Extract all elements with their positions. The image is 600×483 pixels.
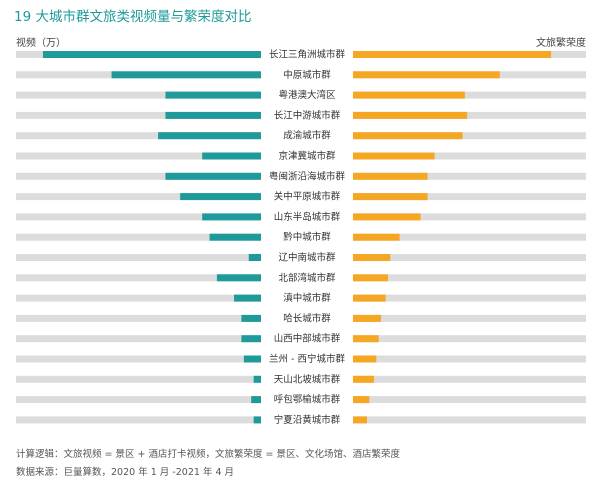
left-track	[16, 335, 261, 343]
video-volume-bar	[216, 274, 261, 282]
left-track	[16, 396, 261, 404]
left-track	[16, 91, 261, 99]
category-label: 京津冀城市群	[278, 150, 336, 162]
category-label: 滇中城市群	[283, 292, 331, 304]
video-volume-bar	[248, 254, 261, 261]
right-track	[353, 375, 586, 383]
right-track	[353, 193, 586, 201]
category-label: 长江三角洲城市群	[269, 49, 346, 61]
video-volume-bar	[209, 233, 261, 241]
category-label: 粤闽浙沿海城市群	[269, 170, 346, 182]
left-track	[16, 213, 261, 221]
right-track	[353, 294, 586, 302]
video-volume-bar	[202, 152, 261, 160]
logic-note: 计算逻辑：文旅视频 = 景区 + 酒店打卡视频，文旅繁荣度 = 景区、文化场馆、…	[16, 448, 400, 460]
source-note: 数据来源：巨量算数，2020 年 1 月 -2021 年 4 月	[16, 466, 234, 478]
category-label: 山西中部城市群	[274, 333, 341, 345]
category-label: 兰州 - 西宁城市群	[269, 353, 345, 365]
right-track	[353, 355, 586, 363]
right-track	[353, 152, 586, 160]
prosperity-bar	[353, 375, 374, 383]
video-volume-bar	[253, 416, 261, 424]
right-track	[353, 335, 586, 343]
left-track	[16, 254, 261, 261]
video-volume-bar	[158, 132, 261, 140]
prosperity-bar	[353, 314, 381, 322]
right-track	[353, 91, 586, 99]
right-track	[353, 416, 586, 424]
video-volume-bar	[42, 51, 262, 58]
video-volume-bar	[180, 193, 261, 201]
prosperity-bar	[353, 254, 391, 261]
category-label: 粤港澳大湾区	[278, 89, 336, 101]
prosperity-bar	[353, 294, 386, 302]
video-volume-bar	[165, 91, 261, 99]
prosperity-bar	[353, 111, 468, 119]
video-volume-bar	[241, 335, 261, 343]
video-volume-bar	[234, 294, 261, 302]
right-track	[353, 111, 586, 119]
prosperity-bar	[353, 71, 500, 79]
right-axis-label: 文旅繁荣度	[536, 36, 586, 49]
video-volume-bar	[253, 375, 261, 383]
category-label: 哈长城市群	[283, 312, 331, 324]
left-track	[16, 416, 261, 424]
left-track	[16, 294, 261, 302]
video-volume-bar	[251, 396, 261, 404]
prosperity-bar	[353, 172, 428, 180]
prosperity-bar	[353, 152, 435, 160]
left-track	[16, 132, 261, 140]
category-label: 北部湾城市群	[278, 272, 336, 284]
right-track	[353, 213, 586, 221]
category-label: 关中平原城市群	[274, 191, 341, 203]
left-track	[16, 152, 261, 160]
left-track	[16, 314, 261, 322]
video-volume-bar	[165, 111, 261, 119]
left-track	[16, 274, 261, 282]
prosperity-bar	[353, 193, 428, 201]
prosperity-bar	[353, 355, 377, 363]
video-volume-bar	[243, 355, 261, 363]
prosperity-bar	[353, 213, 421, 221]
prosperity-bar	[353, 91, 465, 99]
left-axis-label: 视频（万）	[16, 36, 66, 49]
chart-title: 19 大城市群文旅类视频量与繁荣度对比	[14, 8, 251, 25]
left-track	[16, 172, 261, 180]
category-label: 成渝城市群	[283, 130, 331, 142]
category-label: 天山北坡城市群	[274, 373, 341, 385]
category-label: 宁夏沿黄城市群	[274, 414, 341, 426]
left-track	[16, 375, 261, 383]
prosperity-bar	[353, 51, 552, 58]
category-label: 辽中南城市群	[278, 252, 336, 264]
video-volume-bar	[165, 172, 261, 180]
right-track	[353, 396, 586, 404]
bars-group: 长江三角洲城市群中原城市群粤港澳大湾区长江中游城市群成渝城市群京津冀城市群粤闽浙…	[16, 49, 586, 426]
prosperity-bar	[353, 396, 370, 404]
prosperity-bar	[353, 416, 367, 424]
category-label: 黔中城市群	[283, 231, 331, 243]
category-label: 呼包鄂榆城市群	[274, 394, 341, 406]
video-volume-bar	[111, 71, 261, 79]
video-volume-bar	[202, 213, 261, 221]
left-track	[16, 355, 261, 363]
category-label: 长江中游城市群	[274, 109, 341, 121]
prosperity-bar	[353, 335, 379, 343]
right-track	[353, 132, 586, 140]
prosperity-bar	[353, 274, 388, 282]
category-label: 中原城市群	[283, 69, 331, 81]
prosperity-bar	[353, 132, 463, 140]
left-track	[16, 233, 261, 241]
left-track	[16, 111, 261, 119]
prosperity-bar	[353, 233, 400, 241]
right-track	[353, 314, 586, 322]
right-track	[353, 254, 586, 261]
category-label: 山东半岛城市群	[274, 211, 341, 223]
right-track	[353, 172, 586, 180]
left-track	[16, 193, 261, 201]
right-track	[353, 274, 586, 282]
right-track	[353, 233, 586, 241]
video-volume-bar	[241, 314, 261, 322]
